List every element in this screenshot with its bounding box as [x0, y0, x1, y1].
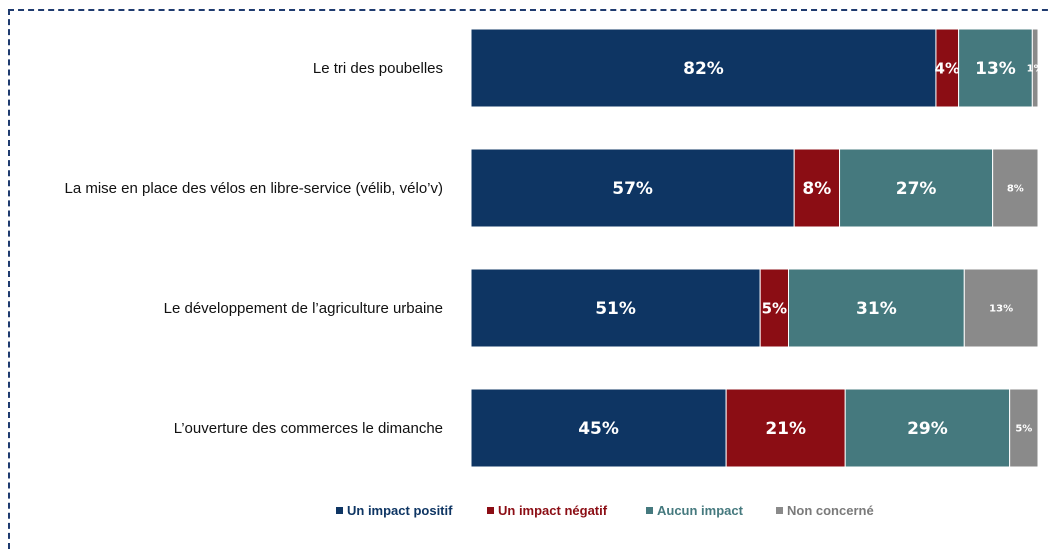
data-label: 57% [612, 179, 653, 199]
data-label: 45% [578, 419, 619, 439]
data-label: 13% [975, 59, 1016, 79]
category-labels-group: Le tri des poubelles La mise en place des… [64, 60, 443, 437]
category-label: La mise en place des vélos en libre-serv… [64, 180, 443, 197]
data-label: 5% [1015, 424, 1032, 435]
legend-swatch [776, 507, 783, 514]
legend: Un impact positif Un impact négatif Aucun … [336, 503, 874, 518]
data-label: 13% [989, 304, 1013, 315]
data-label: 8% [1007, 184, 1024, 195]
data-label: 8% [802, 179, 831, 199]
data-label: 82% [683, 59, 724, 79]
data-label: 4% [935, 59, 960, 77]
data-label: 27% [896, 179, 937, 199]
legend-entry: Un impact négatif [498, 503, 608, 518]
data-label: 21% [765, 419, 806, 439]
stacked-bar-chart: 82% 4% 13% 1% 57% 8% 27% 8% 51% 5% 31% 13% 45% 21% 29%… [0, 0, 1050, 536]
data-label: 31% [856, 299, 897, 319]
legend-swatch [487, 507, 494, 514]
data-label: 29% [907, 419, 948, 439]
bars-group: 82% 4% 13% 1% 57% 8% 27% 8% 51% 5% 31% 13% 45% 21% 29%… [471, 29, 1044, 467]
category-label: Le tri des poubelles [313, 60, 443, 77]
legend-swatch [646, 507, 653, 514]
data-label: 51% [595, 299, 636, 319]
legend-entry: Aucun impact [657, 503, 744, 518]
data-label: 5% [762, 299, 787, 317]
legend-entry: Non concerné [787, 503, 874, 518]
category-label: Le développement de l’agriculture urbain… [164, 300, 443, 317]
data-label: 1% [1027, 64, 1044, 75]
legend-swatch [336, 507, 343, 514]
category-label: L’ouverture des commerces le dimanche [174, 420, 443, 437]
legend-entry: Un impact positif [347, 503, 453, 518]
